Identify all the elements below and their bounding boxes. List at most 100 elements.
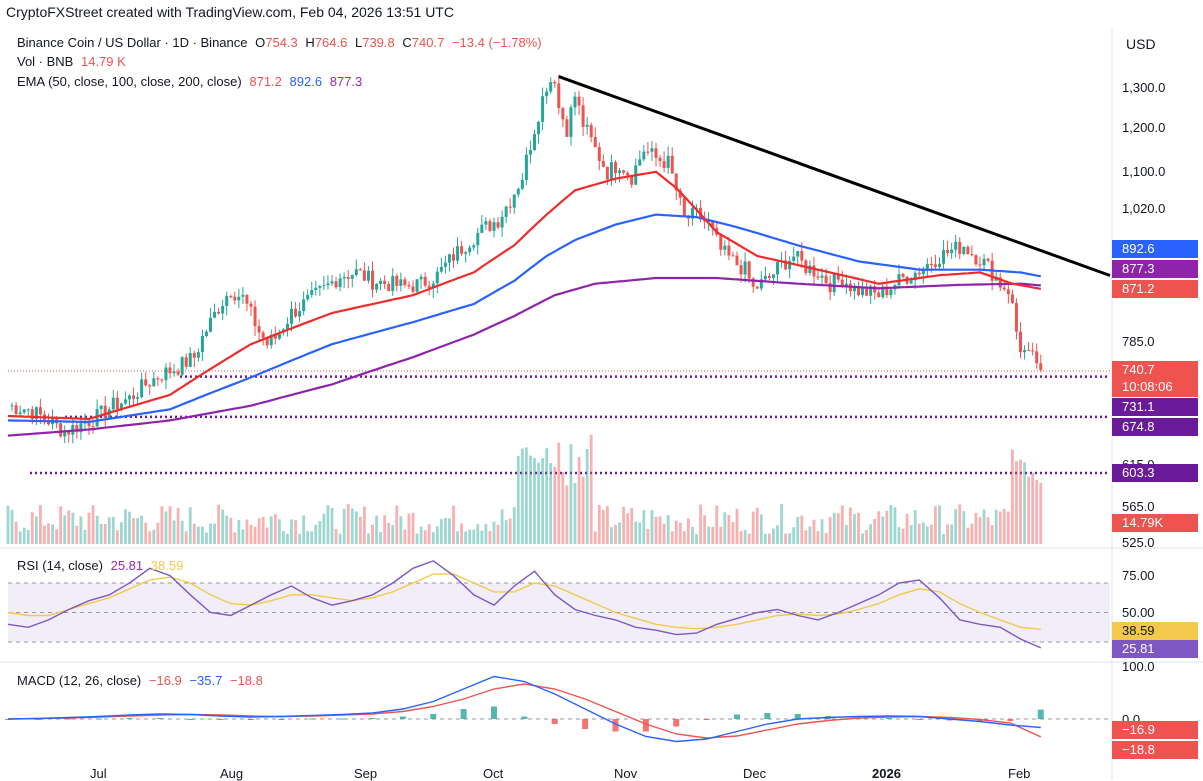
candle-body (909, 280, 913, 284)
candle-body (152, 378, 156, 387)
candle-body (200, 336, 204, 353)
candle-body (298, 311, 302, 317)
volume-bar (395, 505, 399, 544)
candle-body (330, 281, 334, 284)
candle-body (954, 241, 958, 250)
volume-bar (168, 506, 172, 544)
volume-bar (358, 516, 362, 544)
candle-body (1023, 350, 1027, 353)
volume-bar (363, 506, 366, 544)
volume-bar (695, 533, 698, 544)
change-value: −13.4 (−1.78%) (451, 35, 542, 50)
candle-body (626, 172, 630, 176)
volume-bar (277, 519, 281, 544)
candle-body (597, 147, 601, 161)
volume-bar (152, 529, 156, 544)
volume-bar (735, 508, 739, 544)
candle-body (589, 124, 593, 138)
volume-bar (682, 531, 686, 544)
volume-bar (646, 528, 650, 544)
candle-body (520, 179, 524, 189)
candle-body (383, 280, 387, 285)
volume-bar (849, 507, 852, 544)
volume-bar (731, 522, 735, 544)
volume-bar (124, 509, 127, 544)
volume-bar (261, 516, 265, 544)
volume-bar (877, 511, 881, 544)
macd-histogram-bar (217, 719, 224, 720)
candle-body (456, 246, 460, 261)
volume-bar (727, 514, 731, 544)
candle-body (1039, 363, 1043, 370)
candle-body (435, 271, 439, 284)
price-tick: 1,020.0 (1122, 201, 1166, 216)
candle-body (877, 292, 881, 298)
candle-body (34, 407, 38, 419)
rsi-pane (7, 560, 1110, 649)
volume-bar (245, 519, 249, 544)
candle-body (711, 221, 715, 229)
candle-body (812, 265, 816, 277)
candle-body (249, 303, 253, 307)
volume-bar (439, 519, 443, 544)
candle-body (504, 206, 508, 217)
price-tick: 1,100.0 (1122, 164, 1166, 179)
candle-body (273, 335, 277, 339)
candle-body (978, 264, 982, 266)
candle-body (233, 296, 237, 301)
open-label: O (255, 35, 266, 50)
volume-bar (678, 522, 682, 544)
volume-bar (844, 524, 848, 544)
rsi-label[interactable]: RSI (14, close) (17, 558, 103, 573)
volume-bar (504, 520, 508, 544)
candle-body (788, 260, 792, 270)
candle-body (38, 407, 42, 415)
candle-body (929, 263, 933, 265)
volume-bar (34, 516, 38, 544)
candle-body (865, 287, 869, 296)
ema-label[interactable]: EMA (50, close, 100, close, 200, close) (17, 74, 242, 89)
volume-bar (747, 533, 751, 544)
rsi-band (8, 583, 1110, 642)
trendline[interactable] (558, 75, 1111, 277)
macd-histogram-bar (187, 719, 194, 720)
candle-body (111, 397, 115, 410)
price-tick: 785.0 (1122, 334, 1155, 349)
volume-bar (472, 529, 476, 544)
currency-selector[interactable]: USD (1126, 36, 1156, 52)
candle-body (480, 224, 484, 233)
macd-label[interactable]: MACD (12, 26, close) (17, 673, 142, 688)
candle-body (731, 255, 735, 257)
volume-label[interactable]: Vol · BNB (17, 54, 74, 69)
candle-body (123, 399, 127, 404)
macd-tick: 100.0 (1122, 659, 1155, 674)
volume-bar (715, 505, 719, 544)
volume-bar (1011, 449, 1014, 544)
macd-histogram-bar (794, 714, 801, 719)
candle-body (213, 311, 217, 318)
candle-body (241, 294, 245, 297)
macd-histogram-bar (946, 719, 953, 721)
volume-bar (561, 472, 565, 544)
volume-bar (974, 512, 978, 544)
volume-bar (630, 507, 634, 544)
macd-histogram-bar (308, 718, 315, 720)
symbol-title[interactable]: Binance Coin / US Dollar · 1D · Binance (17, 35, 248, 50)
ema-lines (7, 170, 1042, 437)
volume-bar (346, 504, 350, 544)
macd-histogram-bar (96, 718, 103, 720)
candle-body (537, 121, 541, 135)
high-value: 764.6 (314, 35, 348, 50)
volume-bar (593, 531, 597, 544)
volume-bar (476, 524, 480, 544)
volume-bar (938, 505, 941, 544)
macd-histogram-bar (551, 719, 558, 724)
candle-body (541, 96, 545, 122)
x-tick-oct: Oct (483, 766, 504, 781)
volume-bar (399, 516, 403, 544)
volume-bar (269, 516, 273, 544)
volume-bar (828, 517, 832, 544)
candle-body (970, 254, 974, 256)
rsi-line (7, 560, 1042, 649)
